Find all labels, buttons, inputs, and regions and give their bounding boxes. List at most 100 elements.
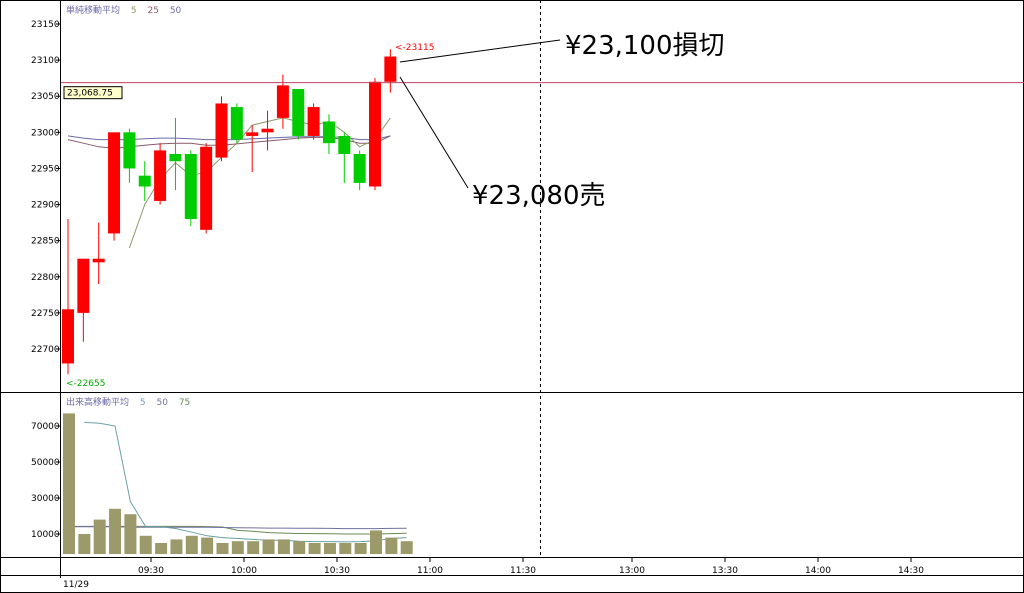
candle-body <box>276 85 289 118</box>
volume-tick-label: 10000 <box>31 530 60 540</box>
candle-body <box>322 121 335 144</box>
candle <box>276 74 289 129</box>
candle <box>230 103 243 144</box>
candle-body <box>169 154 182 162</box>
volume-bar <box>201 537 214 554</box>
time-tick-label: 10:30 <box>324 566 350 576</box>
price-tick-label: 23150 <box>31 20 60 30</box>
volume-tick-label: 70000 <box>31 422 60 432</box>
candle-body <box>230 107 243 140</box>
volume-bar <box>155 543 168 554</box>
time-axis: 09:30 10:00 10:30 11:00 11:30 13:00 13:30 14:00… <box>138 557 924 576</box>
volume-axis: 10000 30000 50000 70000 <box>31 422 61 540</box>
candle <box>307 103 320 140</box>
candle-body <box>261 128 274 133</box>
volume-legend: 出来高移動平均 5 50 75 <box>66 396 190 408</box>
candle <box>353 150 366 191</box>
candle-body <box>307 107 320 136</box>
price-legend: 単純移動平均 5 25 50 <box>66 4 182 16</box>
candle-body <box>338 135 351 154</box>
candle <box>138 161 151 201</box>
candle-body <box>292 89 305 136</box>
volume-bars <box>63 413 413 554</box>
candle-body <box>353 154 366 183</box>
candle <box>322 114 335 154</box>
candle-body <box>154 150 167 201</box>
candle <box>77 258 90 342</box>
price-tick-label: 23000 <box>31 128 60 138</box>
candle-body <box>200 146 213 230</box>
volume-bar <box>139 535 152 554</box>
volume-bar <box>262 539 275 554</box>
ma50-line <box>67 135 391 141</box>
current-price-box <box>63 86 123 100</box>
time-tick-label: 11:30 <box>510 566 536 576</box>
candle <box>215 96 228 162</box>
price-tick-label: 22950 <box>31 164 60 174</box>
volume-bar <box>216 543 229 554</box>
candle-body <box>369 81 381 187</box>
price-tick-label: 22700 <box>31 345 60 355</box>
current-price-label: 23,068.75 <box>67 89 113 99</box>
volume-legend-title: 出来高移動平均 <box>66 396 129 408</box>
ma25-line <box>67 135 391 149</box>
candle <box>369 78 381 191</box>
volume-bar <box>124 514 137 554</box>
low-marker: <-22655 <box>66 379 105 389</box>
candle-body <box>215 103 228 158</box>
candle-body <box>77 258 90 313</box>
stop-annotation-line <box>399 39 561 63</box>
candle <box>62 219 74 375</box>
candle <box>338 132 351 183</box>
candle <box>169 117 182 191</box>
volume-tick-label: 30000 <box>31 494 60 504</box>
volume-legend-vma50: 50 <box>157 398 169 408</box>
volume-bar <box>170 539 183 554</box>
candle-body <box>123 132 136 169</box>
candle <box>384 49 397 93</box>
vma5-line <box>84 421 407 543</box>
candle <box>261 110 274 151</box>
volume-bar <box>63 413 75 554</box>
time-tick-label: 13:30 <box>712 566 738 576</box>
price-tick-label: 23050 <box>31 92 60 102</box>
ma5-line <box>128 117 391 249</box>
volume-bar <box>247 541 260 554</box>
candle-body <box>108 132 121 234</box>
price-legend-ma25: 25 <box>148 6 159 16</box>
price-legend-ma50: 50 <box>170 6 182 16</box>
volume-bar <box>78 534 91 554</box>
volume-bar <box>385 537 398 554</box>
candle-body <box>92 258 105 263</box>
time-tick-label: 10:00 <box>231 566 257 576</box>
volume-bar <box>277 539 290 554</box>
high-marker: <-23115 <box>395 43 434 53</box>
sell-annotation-line <box>399 76 469 189</box>
price-tick-label: 22800 <box>31 273 60 283</box>
volume-bar <box>400 541 413 554</box>
volume-bar <box>308 543 321 554</box>
time-tick-label: 09:30 <box>138 566 164 576</box>
volume-legend-vma5: 5 <box>140 398 146 408</box>
time-tick-label: 14:30 <box>898 566 924 576</box>
candle-body <box>184 154 197 219</box>
candle-body <box>246 132 259 136</box>
price-tick-label: 22850 <box>31 237 60 247</box>
volume-bar <box>93 519 106 554</box>
candle <box>246 125 259 173</box>
volume-legend-vma75: 75 <box>179 398 190 408</box>
price-axis: 22700 22750 22800 22850 22900 22950 23000 23050… <box>31 20 61 355</box>
price-legend-title: 単純移動平均 <box>66 4 120 16</box>
sell-annotation: ¥23,080売 <box>472 181 606 211</box>
candles <box>62 49 397 375</box>
candle <box>154 143 167 205</box>
volume-bar <box>339 543 352 554</box>
moving-average-lines <box>67 117 391 249</box>
volume-bar <box>185 535 198 554</box>
volume-bar <box>354 543 367 554</box>
time-tick-label: 13:00 <box>619 566 645 576</box>
candle-body <box>62 309 74 364</box>
candle-body <box>384 56 397 82</box>
date-label: 11/29 <box>63 580 89 590</box>
